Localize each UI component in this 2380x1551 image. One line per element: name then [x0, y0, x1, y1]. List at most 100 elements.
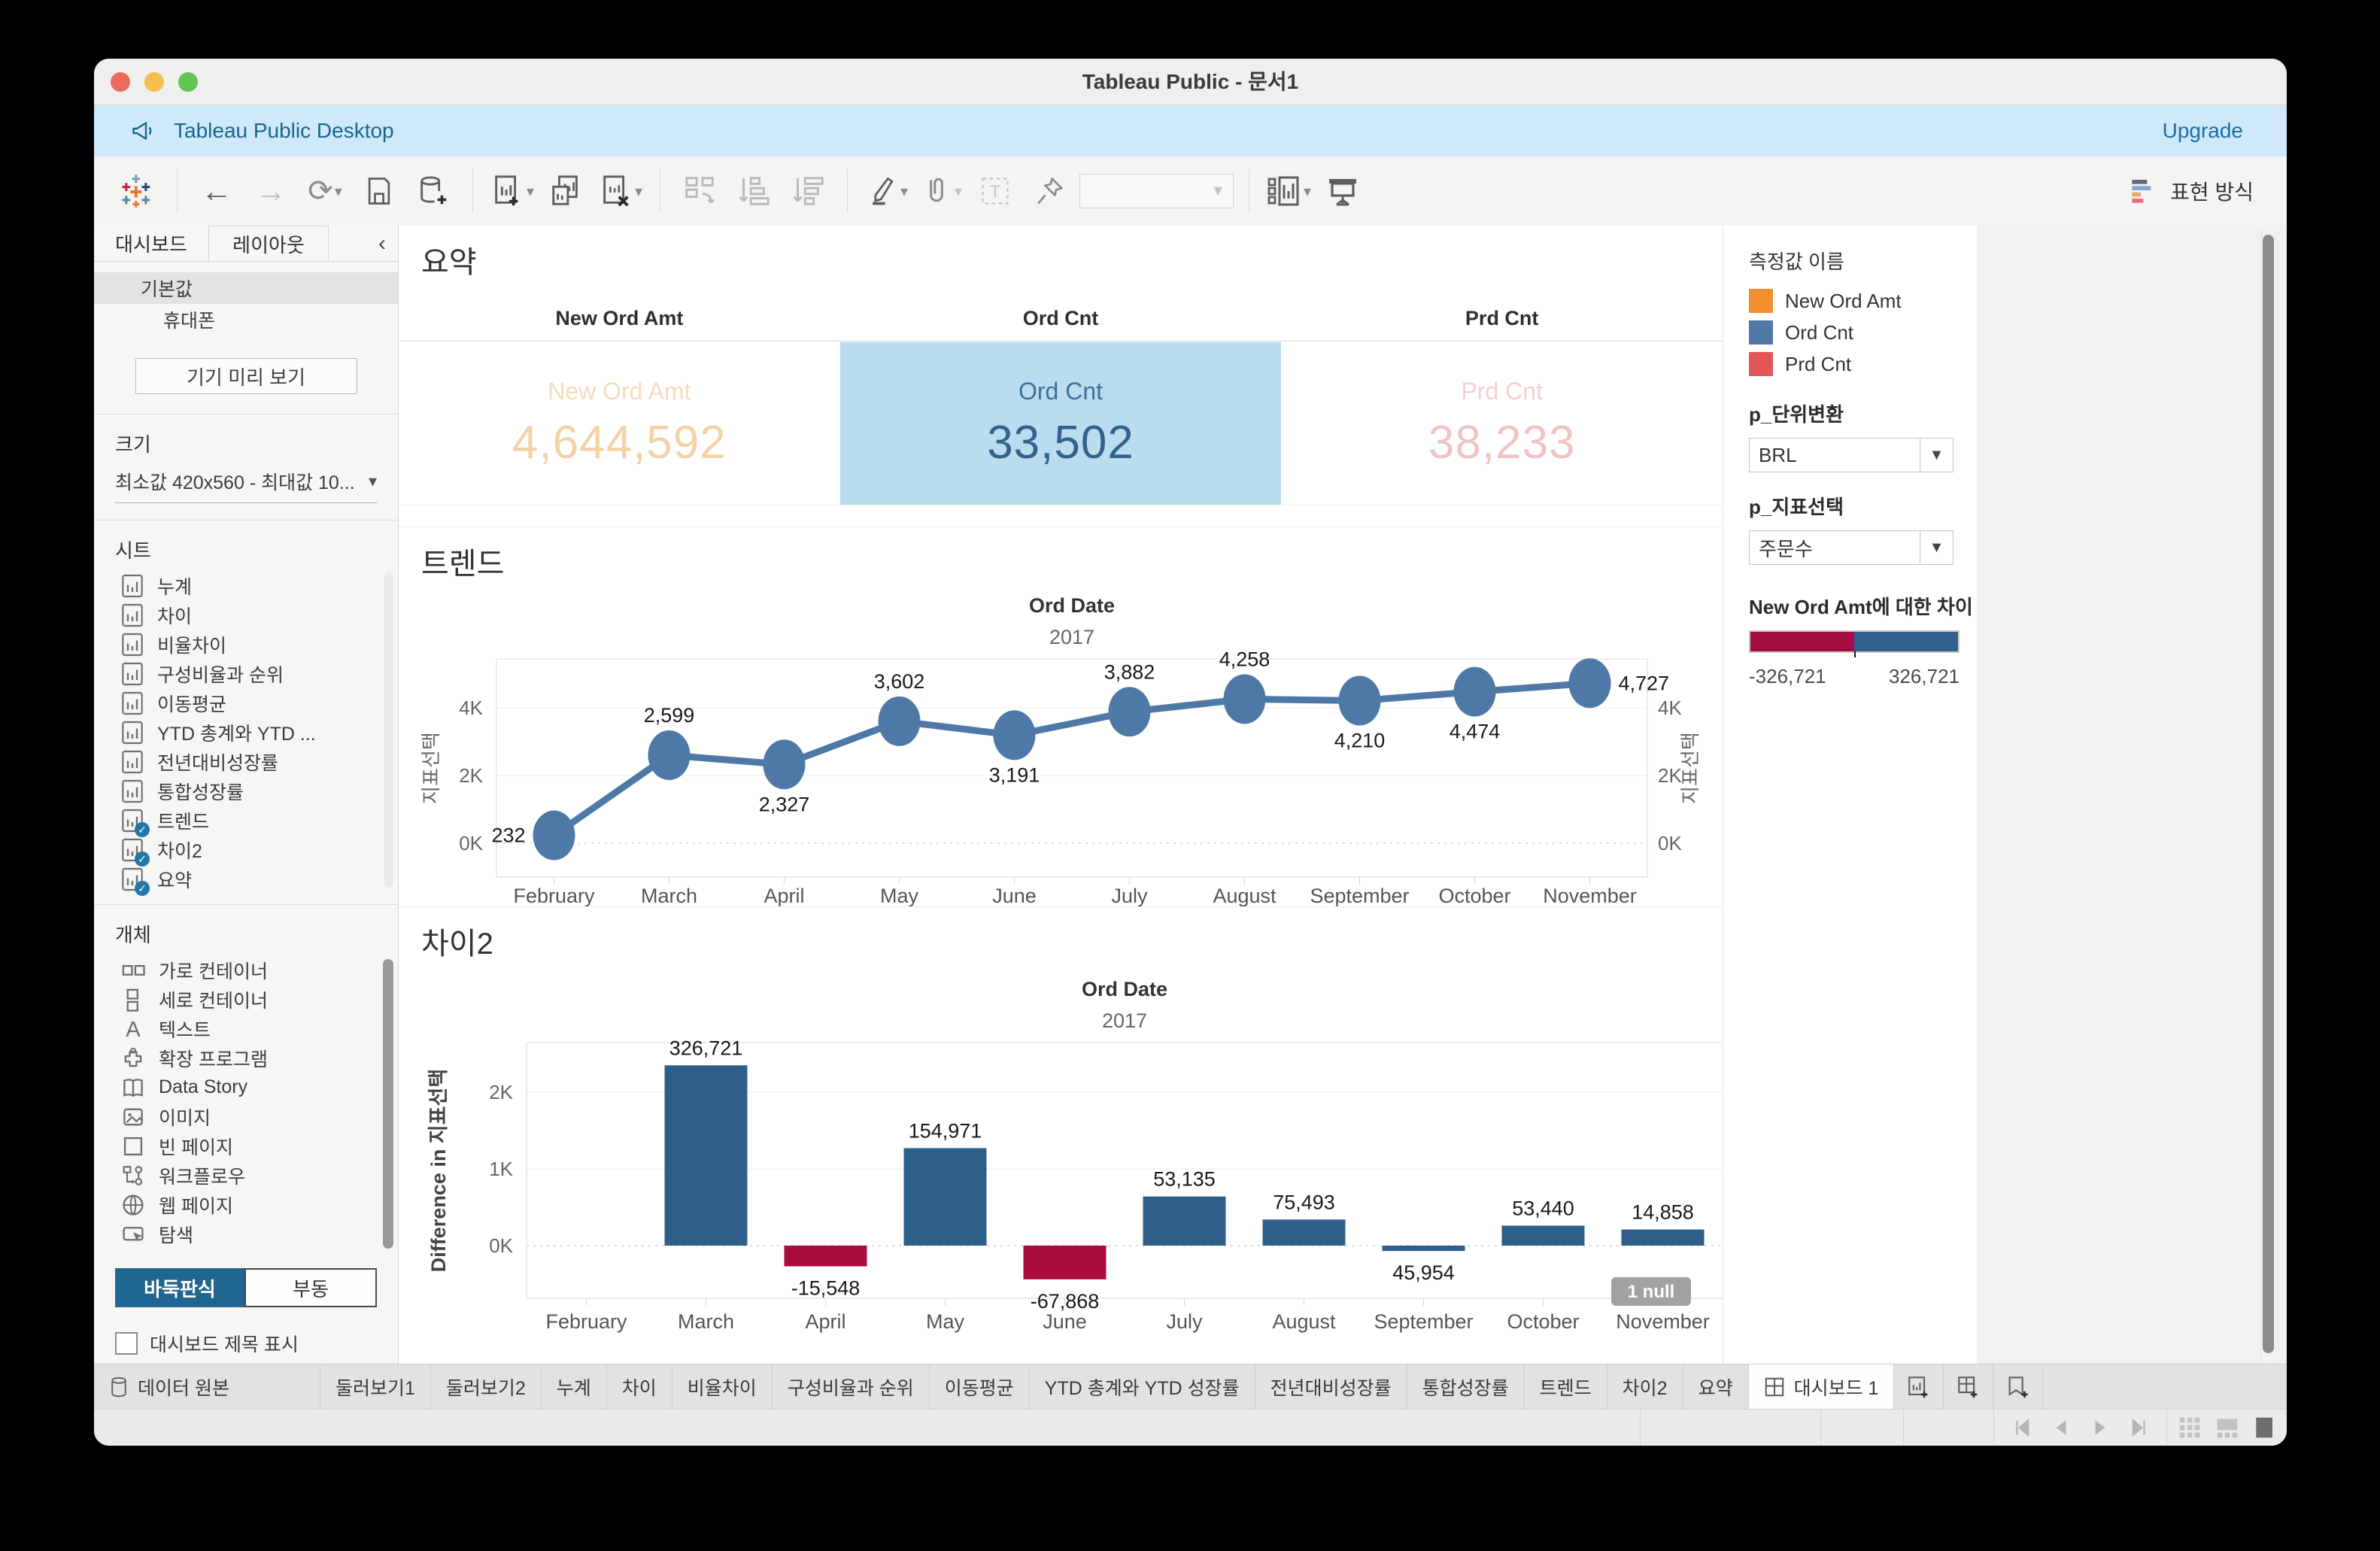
data-point[interactable] [763, 739, 806, 790]
sheet-tab-14[interactable]: 요약 [1683, 1364, 1749, 1409]
sheet-item[interactable]: 차이 [94, 600, 398, 630]
tab-layout[interactable]: 레이아웃 [208, 226, 329, 261]
trend-zone[interactable]: 트렌드 Ord Date 2017 0K 0K 2K 2K 4K 4K 지표선택 지표선택 Febr… [399, 527, 1723, 907]
tiled-button[interactable]: 바둑판식 [115, 1268, 244, 1307]
size-dropdown[interactable]: 최소값 420x560 - 최대값 10... ▾ [115, 468, 377, 503]
refresh-button[interactable]: ⟳ ▾ [308, 175, 342, 208]
filmstrip-view-icon[interactable] [2216, 1416, 2239, 1439]
data-point[interactable] [878, 696, 921, 746]
sheet-tab-8[interactable]: 이동평균 [930, 1364, 1030, 1409]
sheet-tab-3[interactable]: 둘러보기2 [431, 1364, 542, 1409]
new-worksheet-button[interactable] [1894, 1364, 1944, 1409]
legend-item[interactable]: Prd Cnt [1749, 348, 1977, 380]
object-item-web-page[interactable]: 웹 페이지 [94, 1190, 398, 1219]
scrollbar-thumb[interactable] [2263, 235, 2274, 1353]
bar[interactable] [1143, 1196, 1226, 1246]
object-item-data-story[interactable]: Data Story [94, 1073, 398, 1102]
object-item-blank-page[interactable]: 빈 페이지 [94, 1131, 398, 1161]
add-data-icon[interactable] [409, 167, 457, 215]
sheet-item[interactable]: ✓ 트렌드 [94, 806, 398, 837]
data-point[interactable] [1108, 687, 1151, 737]
device-preview-button[interactable]: 기기 미리 보기 [135, 358, 357, 394]
show-cards-icon[interactable]: ▾ [1264, 167, 1313, 215]
sheet-item[interactable]: 누계 [94, 571, 398, 600]
bar[interactable] [1023, 1246, 1107, 1279]
diff-color-legend[interactable] [1749, 630, 1960, 657]
object-item-image[interactable]: 이미지 [94, 1102, 398, 1131]
sheet-tab-2[interactable]: 둘러보기1 [320, 1364, 431, 1409]
tab-dashboard[interactable]: 대시보드 [115, 233, 187, 256]
size-mode-default[interactable]: 기본값 [94, 272, 398, 304]
summary-card-ord-cnt[interactable]: Ord Cnt 33,502 [839, 342, 1282, 505]
fit-selector[interactable]: ▼ [1079, 174, 1234, 208]
bar[interactable] [664, 1065, 748, 1246]
sheet-item[interactable]: 비율차이 [94, 630, 398, 659]
sheet-tab-12[interactable]: 트렌드 [1525, 1364, 1607, 1409]
close-button[interactable] [111, 72, 130, 92]
collapse-panel-icon[interactable]: ‹ [378, 230, 386, 256]
minimize-button[interactable] [144, 72, 164, 92]
highlight-icon[interactable]: ▾ [863, 167, 911, 215]
unit-param-select[interactable]: BRL ▼ [1749, 438, 1953, 472]
previous-icon[interactable] [2051, 1418, 2071, 1437]
sort-descending-icon[interactable] [784, 167, 832, 215]
tableau-logo-icon[interactable] [114, 167, 162, 215]
duplicate-sheet-icon[interactable] [542, 167, 590, 215]
summary-card-new-ord-amt[interactable]: New Ord Amt 4,644,592 [399, 342, 840, 505]
single-view-icon[interactable] [2254, 1416, 2276, 1439]
sheet-item[interactable]: ✓ 차이2 [94, 835, 398, 867]
sheets-scrollbar[interactable] [384, 572, 393, 888]
sheet-item[interactable]: 전년대비성장률 [94, 747, 398, 776]
diff-zone[interactable]: 차이2 Ord Date 2017 0K 1K 2K Difference in 지표선택… [399, 906, 1723, 1363]
summary-zone[interactable]: 요약 New Ord Amt Ord Cnt Prd Cnt New Ord Amt… [399, 226, 1723, 527]
bar[interactable] [1621, 1229, 1705, 1246]
save-icon[interactable] [355, 167, 403, 215]
sheet-tab-7[interactable]: 구성비율과 순위 [773, 1364, 930, 1409]
legend-item[interactable]: New Ord Amt [1749, 285, 1977, 317]
bar[interactable] [1501, 1225, 1585, 1246]
new-worksheet-icon[interactable]: ▾ [488, 167, 536, 215]
data-point[interactable] [993, 710, 1036, 760]
group-members-icon[interactable]: ▾ [917, 167, 965, 215]
data-point[interactable] [1338, 675, 1381, 726]
floating-button[interactable]: 부동 [244, 1268, 377, 1307]
summary-card-prd-cnt[interactable]: Prd Cnt 38,233 [1281, 342, 1723, 505]
metric-param-select[interactable]: 주문수 ▼ [1749, 530, 1953, 565]
bar[interactable] [903, 1148, 987, 1246]
sheet-tab-13[interactable]: 차이2 [1607, 1364, 1683, 1409]
diff-chart[interactable]: Ord Date 2017 0K 1K 2K Difference in 지표선택 Febr… [399, 967, 1723, 1351]
undo-button[interactable]: ← [201, 173, 232, 208]
object-item-workflow[interactable]: 워크플로우 [94, 1161, 398, 1190]
sheet-tab-6[interactable]: 비율차이 [672, 1364, 773, 1409]
upgrade-link[interactable]: Upgrade [2162, 119, 2243, 142]
new-dashboard-button[interactable] [1944, 1364, 1994, 1409]
bar[interactable] [784, 1246, 867, 1267]
sheet-tab-9[interactable]: YTD 총계와 YTD 성장률 [1030, 1364, 1255, 1409]
presentation-mode-icon[interactable] [1319, 167, 1367, 215]
show-dashboard-title-checkbox[interactable]: 대시보드 제목 표시 [115, 1330, 398, 1357]
sheet-item[interactable]: 통합성장률 [94, 776, 398, 806]
data-point[interactable] [533, 810, 575, 860]
show-me-button[interactable]: 표현 방식 [2130, 176, 2267, 206]
text-label-icon[interactable]: T [971, 167, 1019, 215]
null-indicator-badge[interactable] [1611, 1277, 1691, 1306]
data-point[interactable] [648, 730, 691, 781]
clear-sheet-icon[interactable]: ▾ [597, 167, 645, 215]
grid-view-icon[interactable] [2178, 1416, 2201, 1439]
sheet-tab-11[interactable]: 통합성장률 [1407, 1364, 1525, 1409]
object-item-text[interactable]: A 텍스트 [94, 1014, 398, 1043]
redo-button[interactable]: → [255, 173, 287, 208]
new-story-button[interactable] [1993, 1364, 2044, 1409]
next-icon[interactable] [2090, 1418, 2110, 1437]
bar[interactable] [1262, 1219, 1346, 1246]
sort-ascending-icon[interactable] [730, 167, 778, 215]
sheet-item[interactable]: 이동평균 [94, 688, 398, 718]
checkbox-icon[interactable] [115, 1332, 138, 1355]
trend-line[interactable] [551, 679, 1590, 839]
bar[interactable] [1382, 1246, 1465, 1252]
maximize-button[interactable] [178, 72, 198, 92]
size-mode-phone[interactable]: 휴대폰 [163, 311, 216, 332]
swap-rows-columns-icon[interactable] [675, 167, 724, 215]
sheet-item[interactable]: 구성비율과 순위 [94, 659, 398, 688]
fix-axes-icon[interactable] [1025, 167, 1073, 215]
